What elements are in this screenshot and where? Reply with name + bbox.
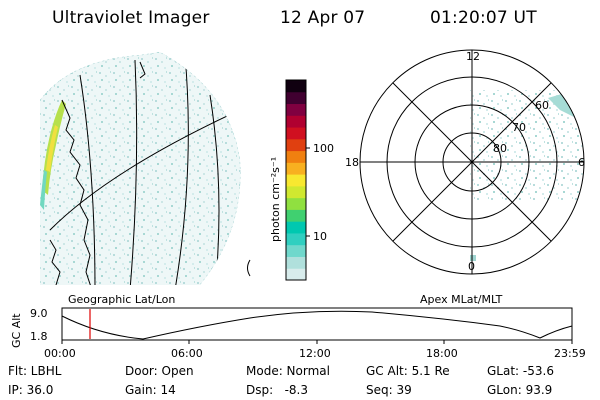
altitude-ytick-top: 9.0 — [30, 307, 48, 320]
colorbar-swatch — [286, 185, 306, 199]
altitude-plot-frame — [61, 307, 573, 341]
longitude-line — [129, 59, 138, 285]
aurora-edge-band — [40, 170, 47, 210]
colorbar-swatch — [286, 115, 306, 128]
mlt-label-0: 0 — [468, 260, 475, 273]
altitude-ytick-bottom: 1.8 — [30, 330, 48, 343]
colorbar-swatch — [286, 174, 306, 187]
lat-label-70: 70 — [512, 121, 526, 134]
coastline — [139, 61, 146, 79]
info-glat: GLat: -53.6 — [487, 364, 554, 378]
mlt-label-18: 18 — [345, 156, 359, 169]
xtick-label-0600: 06:00 — [171, 347, 203, 360]
altitude-curve — [61, 310, 573, 340]
altitude-plot: GC Alt 9.0 1.8 00:00 06:00 12:00 18:00 2… — [10, 307, 586, 360]
lat-label-60: 60 — [535, 99, 549, 112]
info-gc-alt: GC Alt: 5.1 Re — [366, 364, 450, 378]
image-speckle — [40, 52, 241, 285]
longitude-line — [174, 54, 189, 285]
colorbar-swatch — [286, 232, 306, 246]
aurora-core-band — [46, 125, 58, 172]
colorbar: 100 10 photon cm⁻²s⁻¹ — [269, 79, 334, 281]
aurora-bright-band — [42, 100, 66, 195]
latitude-line — [49, 109, 241, 231]
left-panel-caption: Geographic Lat/Lon — [68, 293, 175, 306]
info-ip: IP: 36.0 — [8, 383, 54, 397]
info-door: Door: Open — [125, 364, 194, 378]
coastline — [61, 99, 93, 285]
colorbar-swatch — [286, 80, 306, 93]
polar-diagonal — [392, 82, 552, 242]
observation-date: 12 Apr 07 — [280, 8, 366, 28]
colorbar-swatch — [286, 244, 306, 257]
colorbar-gradient — [286, 80, 306, 281]
colorbar-swatch — [286, 197, 306, 210]
polar-plot: 12 18 6 0 60 70 80 Apex MLat/MLT — [345, 49, 585, 306]
xtick-label-1800: 18:00 — [426, 347, 458, 360]
polar-panel-caption: Apex MLat/MLT — [420, 293, 503, 306]
observation-time: 01:20:07 UT — [430, 8, 537, 28]
xtick-label-1200: 12:00 — [299, 347, 331, 360]
colorbar-swatch — [286, 268, 306, 281]
edge-mark — [247, 259, 251, 277]
xtick-label-2359: 23:59 — [554, 347, 586, 360]
xtick-label-0000: 00:00 — [44, 347, 76, 360]
info-glon: GLon: 93.9 — [487, 383, 553, 397]
geographic-image: Geographic Lat/Lon — [40, 52, 251, 306]
info-seq: Seq: 39 — [366, 383, 412, 397]
colorbar-swatch — [286, 127, 306, 140]
colorbar-swatch — [286, 221, 306, 234]
image-rim — [40, 52, 241, 285]
info-flt: Flt: LBHL — [8, 364, 62, 378]
info-gain: Gain: 14 — [125, 383, 176, 397]
colorbar-tick-100: 100 — [313, 142, 334, 155]
colorbar-swatch — [286, 209, 306, 222]
instrument-title: Ultraviolet Imager — [52, 8, 210, 28]
lat-label-80: 80 — [493, 142, 507, 155]
info-dsp: Dsp: -8.3 — [246, 383, 309, 397]
mlt-label-12: 12 — [466, 50, 480, 63]
colorbar-swatch — [286, 162, 306, 175]
info-mode: Mode: Normal — [246, 364, 330, 378]
colorbar-swatch — [286, 150, 306, 163]
colorbar-swatch — [286, 138, 306, 152]
colorbar-unit-label: photon cm⁻²s⁻¹ — [269, 157, 282, 242]
longitude-line — [79, 74, 96, 285]
mlt-label-6: 6 — [578, 156, 585, 169]
altitude-ylabel: GC Alt — [10, 313, 23, 348]
polar-speck — [470, 255, 476, 261]
colorbar-swatch — [286, 91, 306, 105]
colorbar-swatch — [286, 256, 306, 269]
colorbar-tick-10: 10 — [313, 230, 327, 243]
colorbar-frame — [285, 79, 307, 281]
colorbar-swatch — [286, 103, 306, 116]
coastline — [49, 239, 61, 285]
